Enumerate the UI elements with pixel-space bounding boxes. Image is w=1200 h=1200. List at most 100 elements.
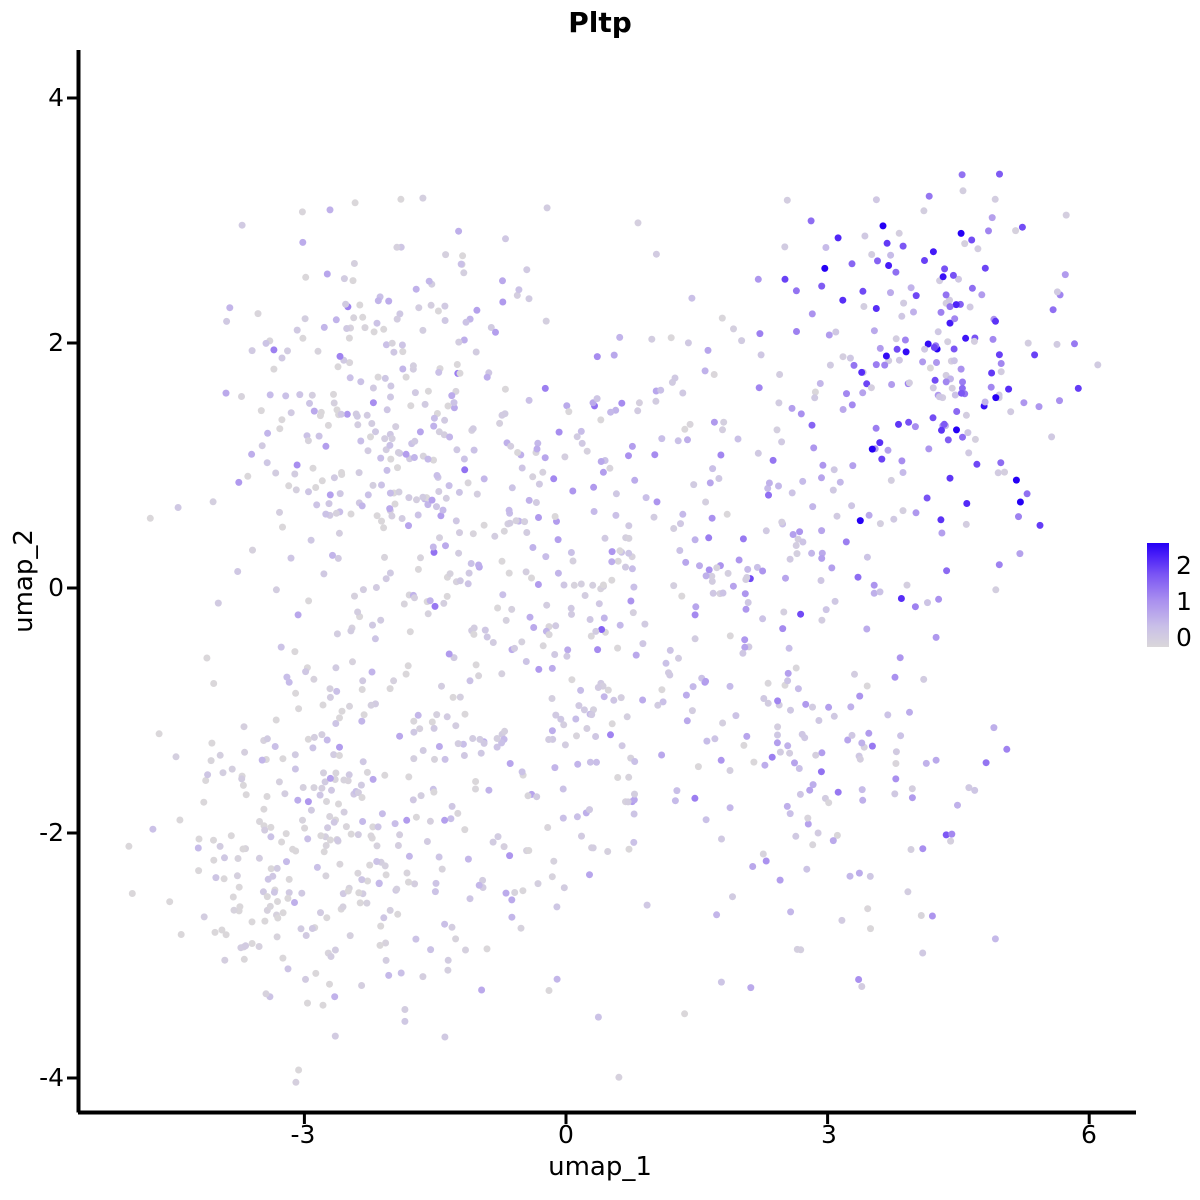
scatter-point bbox=[325, 500, 333, 508]
scatter-point bbox=[939, 273, 947, 281]
scatter-point bbox=[997, 459, 1005, 467]
scatter-point bbox=[783, 196, 791, 204]
colorbar[interactable] bbox=[1147, 543, 1169, 647]
scatter-point bbox=[429, 543, 437, 551]
scatter-point bbox=[930, 344, 938, 351]
scatter-point bbox=[589, 581, 597, 589]
scatter-point bbox=[713, 911, 721, 919]
scatter-point bbox=[808, 549, 816, 557]
scatter-point bbox=[210, 680, 218, 687]
scatter-point bbox=[773, 426, 781, 434]
scatter-point bbox=[322, 442, 330, 450]
scatter-point bbox=[440, 431, 448, 439]
scatter-point bbox=[332, 664, 340, 672]
scatter-point bbox=[336, 860, 344, 868]
scatter-point bbox=[982, 759, 990, 767]
scatter-point bbox=[502, 616, 510, 624]
scatter-point bbox=[642, 494, 650, 502]
scatter-point bbox=[1012, 227, 1020, 235]
scatter-point bbox=[797, 610, 805, 618]
scatter-point bbox=[450, 399, 458, 407]
scatter-point bbox=[929, 248, 937, 256]
scatter-point bbox=[502, 889, 510, 897]
scatter-point bbox=[258, 442, 266, 450]
scatter-point bbox=[353, 412, 361, 420]
scatter-point bbox=[464, 580, 472, 588]
scatter-point bbox=[792, 287, 800, 295]
scatter-point bbox=[581, 592, 589, 599]
scatter-point bbox=[743, 574, 751, 581]
scatter-point bbox=[393, 885, 401, 893]
scatter-point bbox=[630, 796, 638, 804]
scatter-point bbox=[570, 581, 578, 589]
scatter-point bbox=[941, 265, 949, 273]
scatter-point bbox=[507, 442, 515, 450]
scatter-point bbox=[302, 273, 310, 281]
scatter-point bbox=[1024, 339, 1032, 347]
scatter-point bbox=[834, 234, 842, 242]
scatter-point bbox=[711, 735, 719, 743]
scatter-point bbox=[266, 902, 274, 910]
scatter-point bbox=[818, 282, 826, 290]
scatter-point bbox=[608, 558, 616, 566]
scatter-point bbox=[539, 642, 547, 650]
scatter-point bbox=[277, 643, 285, 651]
scatter-point bbox=[505, 506, 513, 514]
scatter-point bbox=[897, 595, 905, 602]
x-tick-label: 0 bbox=[558, 1120, 574, 1149]
scatter-point bbox=[411, 594, 418, 602]
scatter-point bbox=[822, 244, 830, 251]
scatter-point bbox=[773, 739, 781, 747]
scatter-point bbox=[238, 393, 245, 400]
scatter-point bbox=[864, 905, 872, 913]
scatter-point bbox=[381, 553, 388, 561]
scatter-point bbox=[684, 436, 691, 444]
scatter-point bbox=[905, 379, 913, 387]
scatter-point bbox=[295, 705, 303, 713]
scatter-point bbox=[295, 1066, 303, 1074]
scatter-point bbox=[989, 335, 997, 343]
scatter-point bbox=[966, 303, 974, 311]
scatter-point bbox=[553, 903, 561, 911]
scatter-point bbox=[194, 844, 202, 852]
scatter-point bbox=[946, 303, 954, 311]
scatter-point bbox=[792, 832, 800, 840]
scatter-point bbox=[832, 328, 840, 336]
scatter-point bbox=[630, 810, 638, 818]
scatter-point bbox=[985, 227, 992, 235]
scatter-point bbox=[431, 602, 439, 610]
scatter-point bbox=[319, 701, 327, 709]
scatter-point bbox=[454, 740, 462, 748]
scatter-point bbox=[743, 732, 751, 740]
scatter-point bbox=[324, 421, 332, 429]
scatter-point bbox=[569, 557, 577, 565]
scatter-point bbox=[878, 455, 886, 463]
scatter-point bbox=[221, 854, 228, 862]
scatter-point bbox=[177, 931, 185, 938]
scatter-point bbox=[817, 768, 825, 776]
scatter-point bbox=[508, 913, 516, 921]
scatter-point bbox=[825, 331, 833, 339]
scatter-point bbox=[287, 554, 295, 562]
scatter-point bbox=[521, 518, 529, 526]
scatter-point bbox=[337, 410, 345, 418]
scatter-point bbox=[1053, 288, 1061, 296]
scatter-point bbox=[412, 285, 420, 293]
scatter-point bbox=[684, 339, 692, 347]
scatter-point bbox=[575, 702, 583, 710]
scatter-point bbox=[340, 808, 348, 816]
scatter-point bbox=[354, 608, 362, 616]
scatter-point bbox=[514, 449, 522, 456]
scatter-point bbox=[323, 914, 331, 922]
scatter-point bbox=[792, 664, 800, 672]
scatter-point bbox=[858, 786, 866, 794]
scatter-point bbox=[704, 346, 712, 354]
scatter-point bbox=[627, 597, 635, 605]
scatter-point bbox=[363, 899, 371, 907]
scatter-point bbox=[257, 407, 265, 415]
scatter-point bbox=[1018, 223, 1026, 231]
scatter-point bbox=[691, 536, 699, 544]
scatter-point bbox=[892, 268, 900, 276]
scatter-point bbox=[292, 486, 300, 494]
scatter-point bbox=[953, 426, 960, 434]
